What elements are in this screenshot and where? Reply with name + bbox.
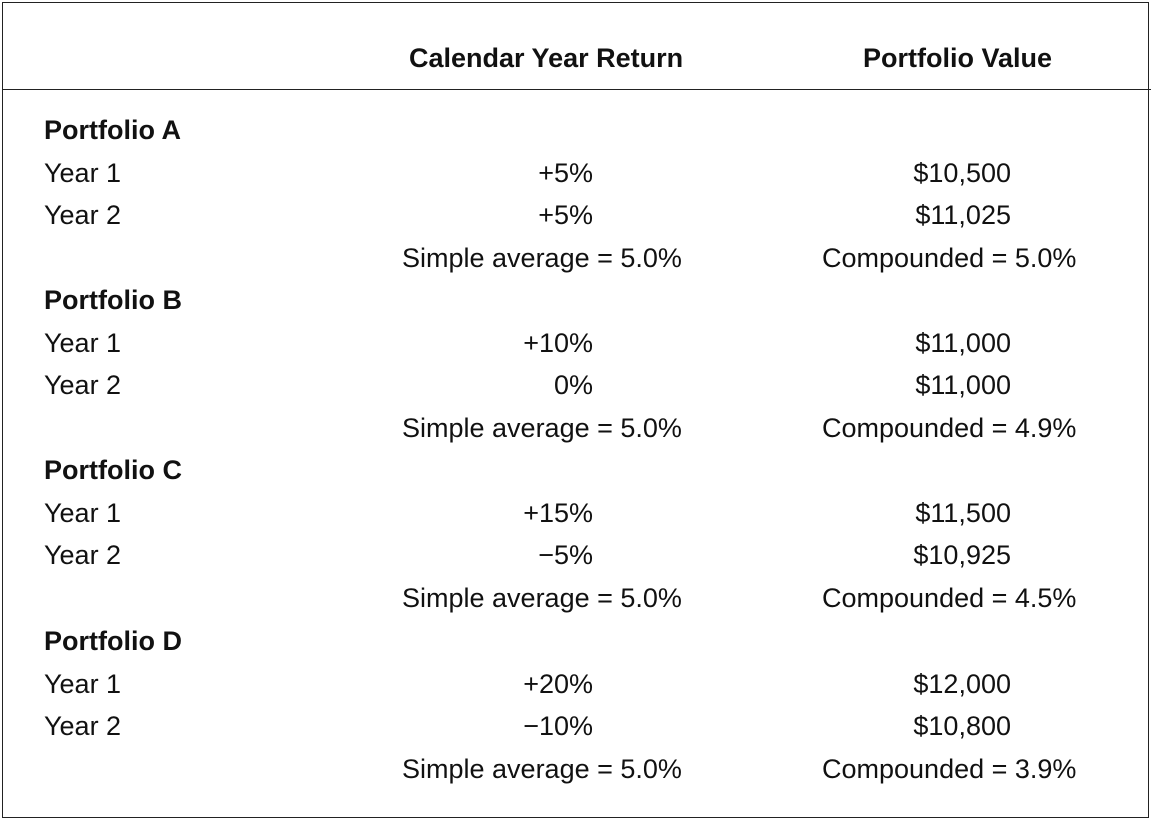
row-label: Year 1 bbox=[44, 328, 122, 358]
simple-average: Simple average = 5.0% bbox=[402, 583, 682, 613]
simple-average: Simple average = 5.0% bbox=[402, 754, 682, 784]
value-cell: $11,025 bbox=[915, 200, 1011, 230]
column-header-portfolio-value: Portfolio Value bbox=[863, 43, 1053, 73]
row-label: Year 2 bbox=[44, 540, 122, 570]
return-cell: 0% bbox=[553, 370, 593, 400]
compounded-return: Compounded = 4.5% bbox=[822, 583, 1077, 613]
portfolio-title: Portfolio D bbox=[44, 626, 182, 656]
simple-average: Simple average = 5.0% bbox=[402, 243, 682, 273]
value-cell: $10,500 bbox=[913, 158, 1011, 188]
row-label: Year 1 bbox=[44, 158, 122, 188]
row-label: Year 2 bbox=[44, 200, 122, 230]
value-cell: $10,800 bbox=[913, 711, 1011, 741]
row-label: Year 2 bbox=[44, 370, 122, 400]
header-divider bbox=[2, 89, 1151, 90]
value-cell: $12,000 bbox=[913, 669, 1011, 699]
row-label: Year 1 bbox=[44, 669, 122, 699]
row-label: Year 2 bbox=[44, 711, 122, 741]
portfolio-title: Portfolio A bbox=[44, 115, 181, 145]
compounded-return: Compounded = 5.0% bbox=[822, 243, 1077, 273]
simple-average: Simple average = 5.0% bbox=[402, 413, 682, 443]
column-header-calendar-year-return: Calendar Year Return bbox=[409, 43, 684, 73]
compounded-return: Compounded = 3.9% bbox=[822, 754, 1077, 784]
portfolio-title: Portfolio B bbox=[44, 285, 182, 315]
value-cell: $11,500 bbox=[915, 498, 1011, 528]
return-cell: +10% bbox=[523, 328, 593, 358]
return-cell: +20% bbox=[523, 669, 593, 699]
value-cell: $11,000 bbox=[915, 328, 1011, 358]
return-cell: +15% bbox=[523, 498, 593, 528]
value-cell: $11,000 bbox=[915, 370, 1011, 400]
compounded-return: Compounded = 4.9% bbox=[822, 413, 1077, 443]
return-cell: −10% bbox=[523, 711, 593, 741]
row-label: Year 1 bbox=[44, 498, 122, 528]
value-cell: $10,925 bbox=[913, 540, 1011, 570]
portfolio-title: Portfolio C bbox=[44, 455, 182, 485]
return-cell: +5% bbox=[538, 200, 593, 230]
return-cell: +5% bbox=[538, 158, 593, 188]
return-cell: −5% bbox=[538, 540, 593, 570]
